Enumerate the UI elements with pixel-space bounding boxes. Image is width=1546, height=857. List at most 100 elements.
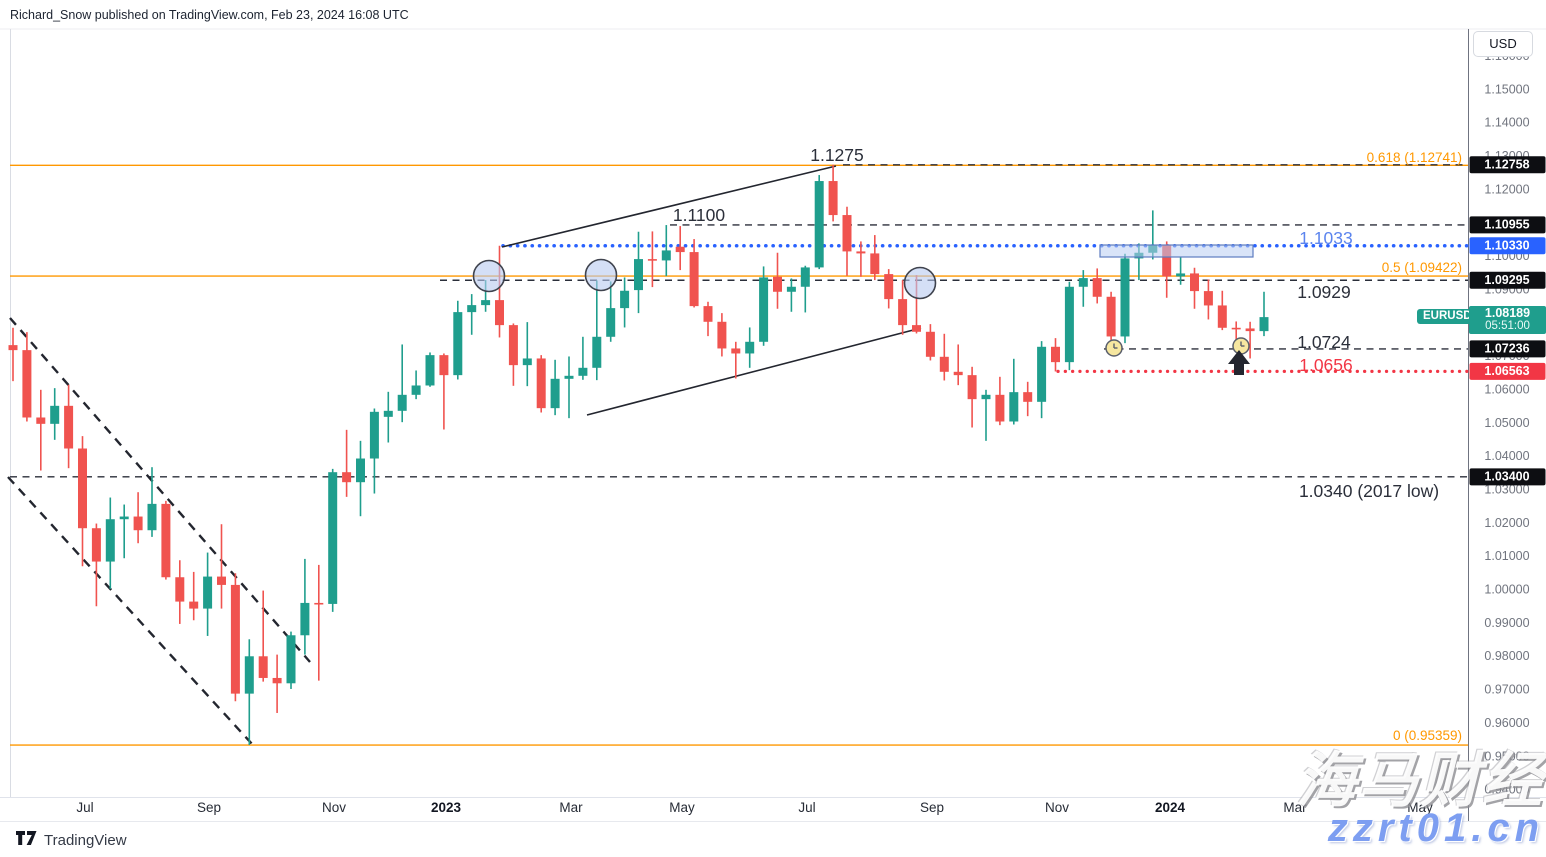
candle-body: [689, 252, 699, 307]
candle-body: [870, 253, 880, 275]
price-level-badge: [1469, 216, 1546, 234]
price-tick-label: 1.02000: [1484, 516, 1529, 530]
candle-body: [717, 321, 727, 349]
price-level-badge-text: 1.06563: [1484, 364, 1529, 378]
candle-body: [272, 677, 282, 684]
candle-body: [78, 448, 87, 529]
candle-body: [1037, 346, 1047, 402]
candle-body: [328, 472, 338, 604]
candle-body: [953, 371, 963, 376]
candle-body: [898, 299, 908, 326]
candle-body: [258, 656, 268, 678]
time-axis-label: Nov: [1045, 800, 1069, 815]
candle-body: [1203, 291, 1213, 306]
price-level-badge-text: 1.09295: [1484, 273, 1529, 287]
price-annotation: 1.0656: [1299, 355, 1353, 375]
highlight-circle[interactable]: [584, 258, 618, 292]
candle-body: [1259, 317, 1269, 332]
price-tick-label: 0.97000: [1484, 683, 1529, 697]
price-tick-label: 1.05000: [1484, 416, 1529, 430]
candle-body: [22, 350, 32, 418]
candle-body: [1176, 273, 1186, 277]
price-annotation: 1.1275: [810, 145, 864, 165]
candle-body: [203, 576, 213, 609]
candle-body: [939, 356, 949, 372]
price-annotation: 1.1033: [1299, 228, 1353, 248]
candle-body: [773, 276, 782, 292]
price-level-badge-text: 1.03400: [1484, 470, 1529, 484]
highlight-circle[interactable]: [903, 266, 937, 300]
candle-body: [842, 215, 852, 252]
symbol-label: EURUSD: [1417, 309, 1478, 324]
candle-body: [453, 312, 463, 376]
time-axis-label: Sep: [920, 800, 944, 815]
byline: Richard_Snow published on TradingView.co…: [10, 8, 409, 22]
up-arrow-icon[interactable]: [1228, 350, 1250, 375]
time-axis-label: May: [1407, 800, 1433, 815]
candle-body: [133, 516, 143, 531]
candle-body: [383, 410, 393, 417]
time-axis-label: 2023: [431, 800, 462, 815]
currency-button[interactable]: USD: [1473, 31, 1533, 57]
price-annotation: 1.1100: [673, 205, 725, 225]
candle-body: [703, 306, 713, 322]
candle-body: [369, 411, 379, 459]
horizontal-levels[interactable]: [10, 164, 1470, 746]
price-tick-label: 0.94000: [1484, 783, 1529, 797]
candle-body: [467, 305, 477, 313]
price-tick-label: 0.95000: [1484, 749, 1529, 763]
resistance-zone-rectangle[interactable]: [1099, 244, 1254, 258]
price-tick-label: 1.00000: [1484, 583, 1529, 597]
candle-body: [8, 345, 18, 351]
channel-lower-line[interactable]: [7, 476, 253, 745]
price-tick-label: 1.01000: [1484, 549, 1529, 563]
last-price-value: 1.08189: [1484, 306, 1531, 320]
candle-body: [995, 394, 1005, 422]
candle-body: [286, 635, 296, 684]
tradingview-logo-text: TradingView: [44, 832, 127, 849]
time-axis-label: Mar: [1283, 800, 1307, 815]
price-axis[interactable]: 1.160001.150001.140001.130001.120001.110…: [1484, 49, 1529, 797]
candle-body: [759, 277, 769, 342]
highlight-circle[interactable]: [472, 259, 506, 293]
tradingview-brand[interactable]: TradingView: [16, 831, 127, 850]
bar-countdown: 05:51:00: [1485, 320, 1530, 332]
price-axis-badges: 1.12758 1.10955 1.10330 1.09295 1.07236 1.065…: [1469, 156, 1546, 486]
candle-body: [495, 300, 504, 326]
wedge-lower-line[interactable]: [586, 327, 922, 416]
candle-body: [1162, 245, 1172, 277]
time-axis-label: Sep: [197, 800, 221, 815]
drawing-shapes[interactable]: [472, 244, 1254, 375]
candle-body: [967, 375, 977, 400]
time-axis[interactable]: Jul Sep Nov 2023 Mar May Jul Sep Nov 2024 Mar May: [76, 800, 1433, 815]
price-level-badge: [1469, 362, 1546, 380]
candle-body: [1231, 327, 1241, 330]
time-axis-label: 2024: [1155, 800, 1186, 815]
candle-body: [1009, 392, 1019, 422]
candle-body: [411, 385, 421, 395]
candle-body: [912, 325, 921, 332]
channel-upper-line[interactable]: [9, 317, 311, 663]
chart-annotations: 1.1275 1.1100 1.1033 1.0929 1.0724 1.0656 1.03…: [673, 145, 1462, 743]
candle-body: [356, 458, 365, 483]
price-tick-label: 1.15000: [1484, 82, 1529, 96]
candle-body: [1106, 296, 1116, 337]
candle-body: [1245, 328, 1255, 332]
price-annotation: 1.0929: [1297, 282, 1351, 302]
wedge-upper-line[interactable]: [501, 165, 837, 248]
candle-body: [1092, 278, 1102, 297]
candle-body: [36, 417, 46, 424]
candle-body: [828, 181, 838, 216]
candle-body: [175, 577, 185, 602]
trendlines[interactable]: [7, 165, 922, 745]
price-level-badge-text: 1.12758: [1484, 158, 1529, 172]
candle-body: [1051, 346, 1060, 363]
price-tick-label: 1.12000: [1484, 182, 1529, 196]
time-axis-label: Nov: [322, 800, 346, 815]
candle-body: [1064, 286, 1074, 363]
price-annotation: 0 (0.95359): [1393, 728, 1462, 743]
candle-body: [578, 367, 588, 376]
candles[interactable]: [8, 164, 1269, 745]
candle-body: [745, 341, 755, 354]
